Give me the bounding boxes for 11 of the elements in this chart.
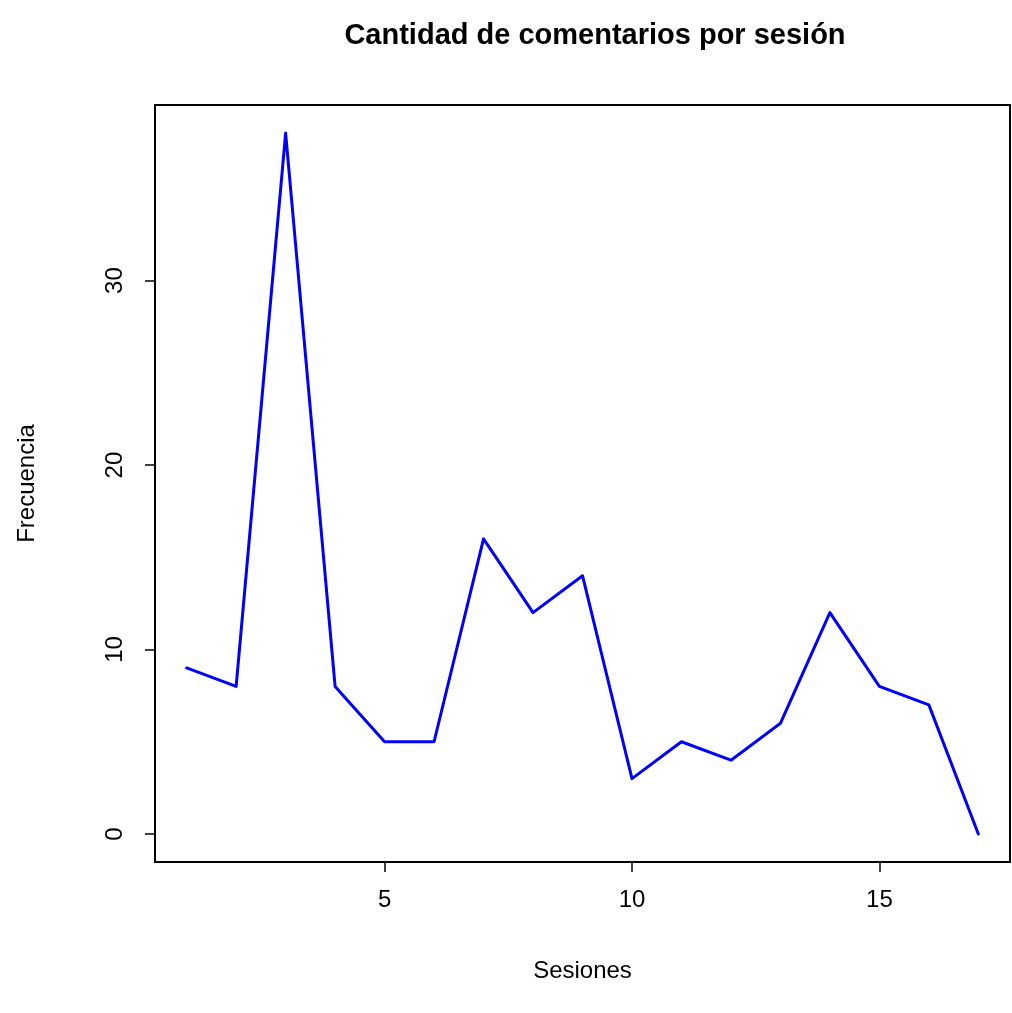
y-tick-label: 0: [99, 827, 127, 841]
x-tick-label: 15: [866, 884, 893, 912]
line-series: [185, 131, 980, 836]
x-axis-title: Sesiones: [533, 955, 632, 983]
x-tick-label: 10: [618, 884, 646, 912]
y-tick-label: 30: [99, 267, 127, 294]
y-axis-title: Frecuencia: [11, 423, 39, 543]
y-tick-label: 10: [99, 636, 127, 663]
chart-title: Cantidad de comentarios por sesión: [344, 17, 846, 50]
x-tick-label: 5: [377, 884, 392, 912]
y-tick-label: 20: [99, 451, 127, 479]
